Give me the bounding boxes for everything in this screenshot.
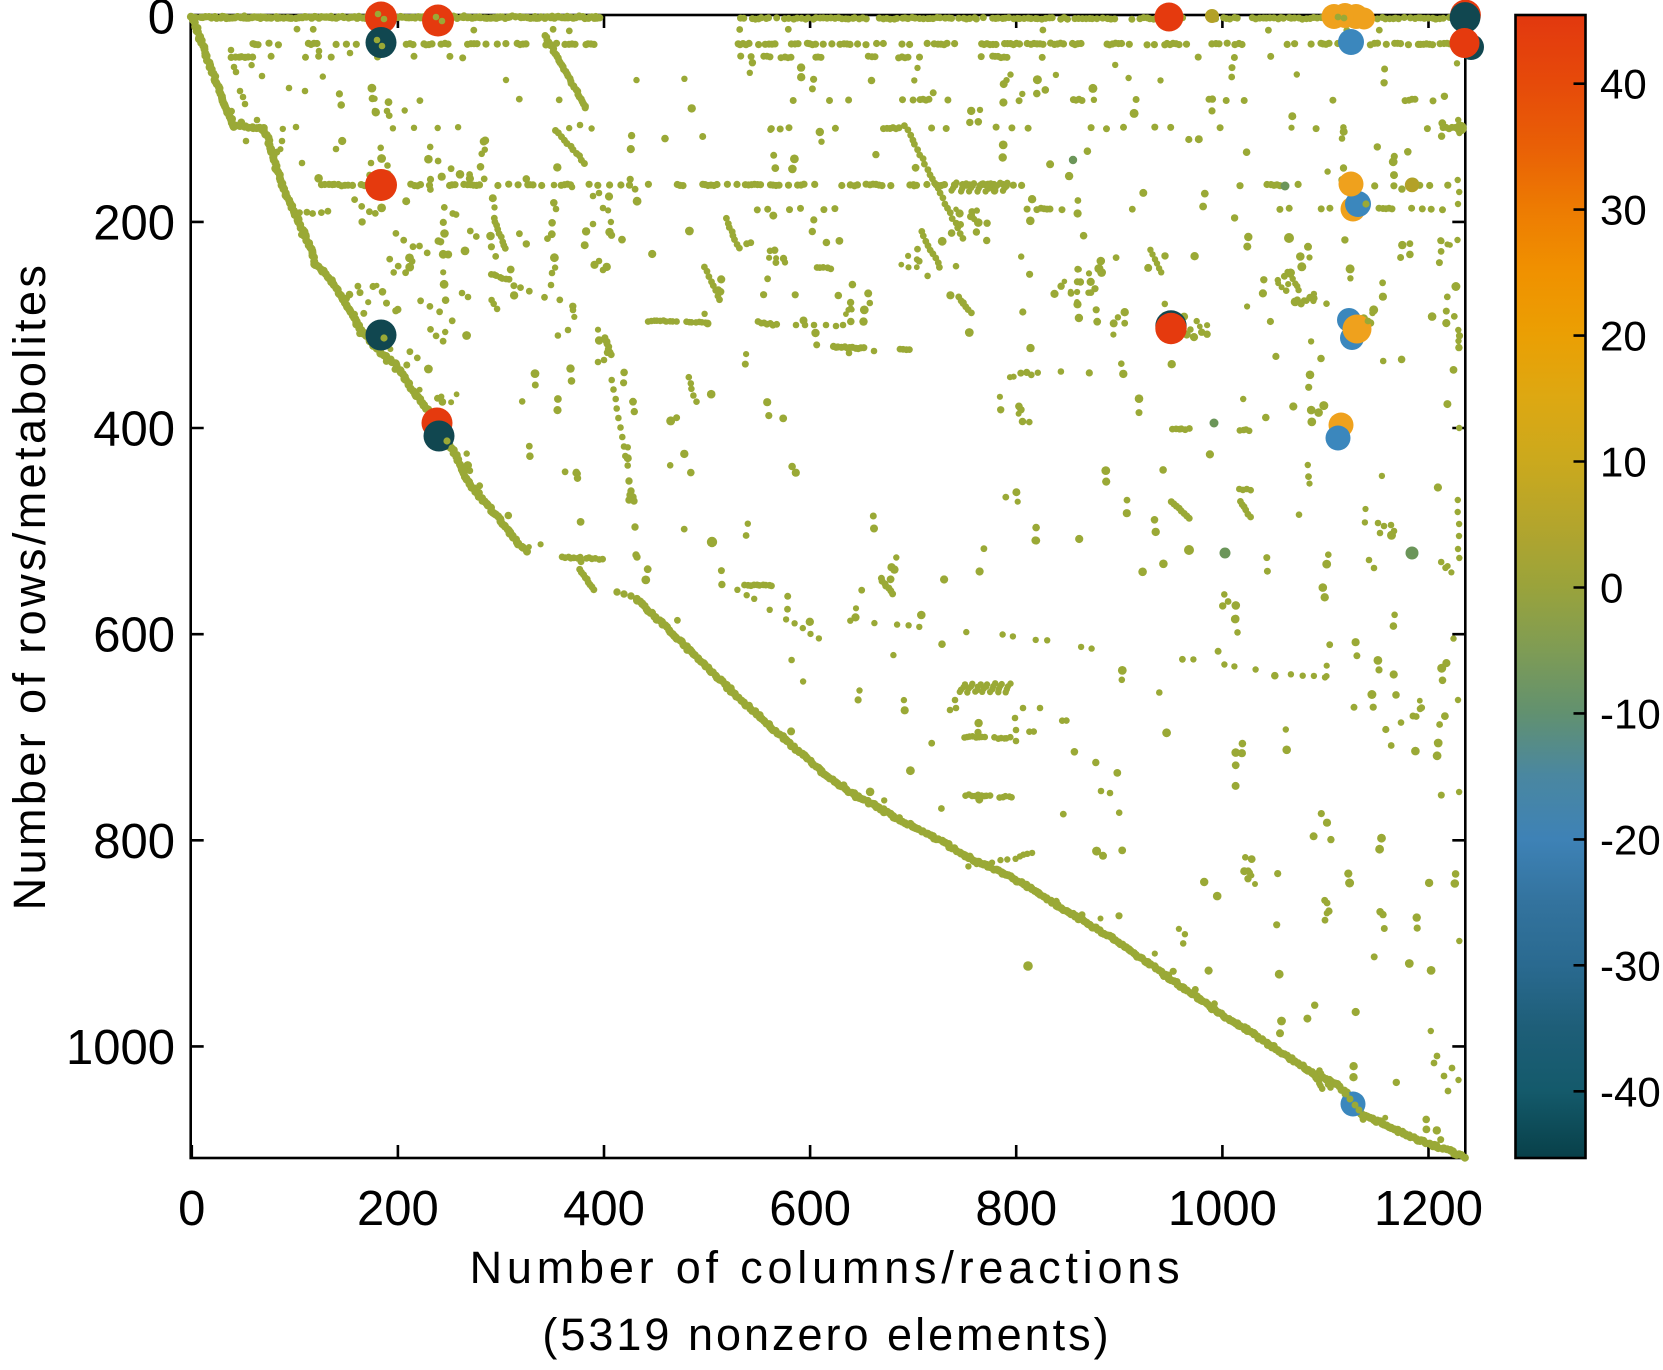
svg-text:1000: 1000 [66, 1021, 175, 1075]
svg-text:-30: -30 [1600, 942, 1661, 989]
svg-text:(5319 nonzero elements): (5319 nonzero elements) [542, 1309, 1111, 1360]
svg-text:Number of rows/metabolites: Number of rows/metabolites [4, 262, 55, 911]
svg-text:-20: -20 [1600, 816, 1661, 863]
svg-text:400: 400 [563, 1182, 645, 1236]
svg-text:800: 800 [93, 815, 175, 869]
svg-text:800: 800 [975, 1182, 1057, 1236]
svg-text:600: 600 [93, 609, 175, 663]
svg-text:0: 0 [148, 0, 175, 44]
svg-text:40: 40 [1600, 61, 1647, 108]
svg-text:0: 0 [1600, 565, 1623, 612]
svg-text:0: 0 [178, 1182, 205, 1236]
svg-text:-10: -10 [1600, 690, 1661, 737]
svg-text:200: 200 [357, 1182, 439, 1236]
svg-text:600: 600 [769, 1182, 851, 1236]
svg-text:Number of columns/reactions: Number of columns/reactions [470, 1242, 1185, 1293]
svg-text:1000: 1000 [1168, 1182, 1277, 1236]
svg-text:200: 200 [93, 196, 175, 250]
svg-text:400: 400 [93, 403, 175, 457]
svg-text:-40: -40 [1600, 1068, 1661, 1115]
svg-text:20: 20 [1600, 313, 1647, 360]
svg-text:30: 30 [1600, 187, 1647, 234]
svg-text:10: 10 [1600, 439, 1647, 486]
svg-text:1200: 1200 [1374, 1182, 1483, 1236]
